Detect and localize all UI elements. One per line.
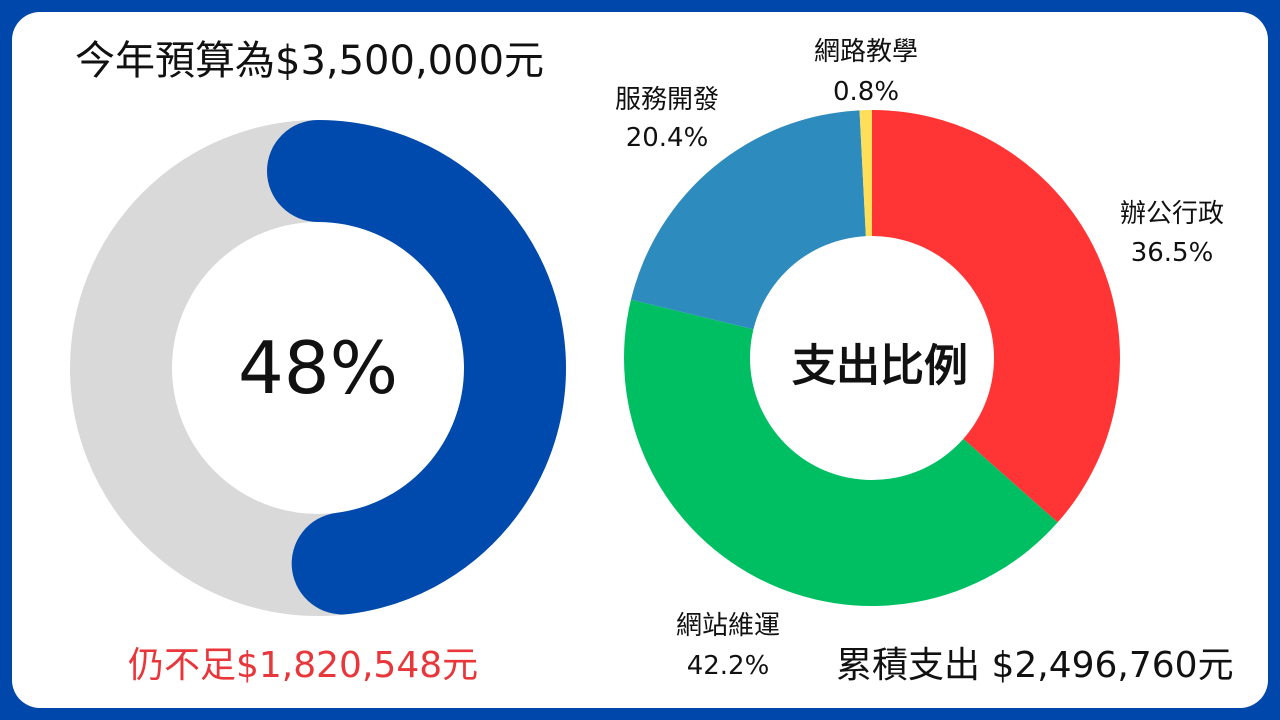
budget-shortfall: 仍不足$1,820,548元 — [128, 645, 479, 686]
expense-donut-title: 支出比例 — [792, 341, 968, 392]
slice-label-name-3: 服務開發 — [615, 85, 719, 115]
cumulative-spending: 累積支出 $2,496,760元 — [836, 645, 1234, 686]
slice-label-name-1: 辦公行政 — [1120, 199, 1224, 229]
progress-arc — [267, 120, 566, 615]
slice-label-percent-3: 20.4% — [626, 123, 709, 153]
slice-label-percent-4: 0.8% — [833, 77, 899, 107]
expense-donut: 支出比例 — [624, 110, 1120, 606]
slice-label-percent-2: 42.2% — [687, 651, 770, 681]
budget-title: 今年預算為$3,500,000元 — [75, 38, 545, 84]
progress-percent-label: 48% — [238, 326, 398, 410]
slice-label-name-4: 網路教學 — [814, 37, 918, 67]
expense-donut-hole — [750, 236, 994, 480]
slice-label-percent-1: 36.5% — [1131, 238, 1214, 268]
slice-label-name-2: 網站維運 — [676, 611, 780, 641]
expense-slice-1 — [872, 110, 1120, 523]
progress-donut: 48% — [70, 120, 566, 616]
